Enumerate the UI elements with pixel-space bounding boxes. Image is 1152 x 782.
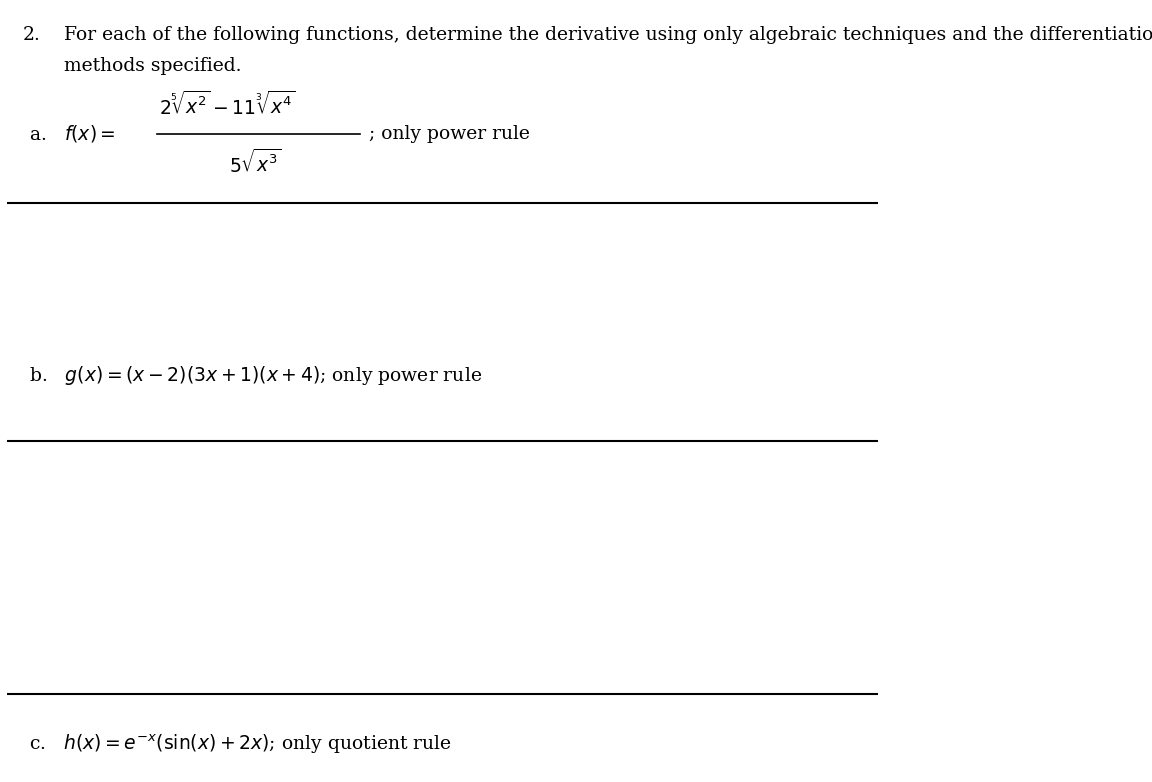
Text: methods specified.: methods specified. [63, 57, 241, 75]
Text: 2.: 2. [23, 26, 40, 44]
Text: For each of the following functions, determine the derivative using only algebra: For each of the following functions, det… [63, 26, 1152, 44]
Text: $5\sqrt{x^3}$: $5\sqrt{x^3}$ [229, 149, 281, 177]
Text: b.   $g(x) = (x - 2)(3x + 1)(x + 4)$; only power rule: b. $g(x) = (x - 2)(3x + 1)(x + 4)$; only… [29, 364, 482, 387]
Text: c.   $h(x) = e^{-x}(\sin(x) + 2x)$; only quotient rule: c. $h(x) = e^{-x}(\sin(x) + 2x)$; only q… [29, 733, 452, 756]
Text: ; only power rule: ; only power rule [369, 124, 530, 142]
Text: a.   $f(x) =$: a. $f(x) =$ [29, 124, 115, 144]
Text: $2\sqrt[5]{x^2} - 11\sqrt[3]{x^4}$: $2\sqrt[5]{x^2} - 11\sqrt[3]{x^4}$ [159, 91, 296, 119]
